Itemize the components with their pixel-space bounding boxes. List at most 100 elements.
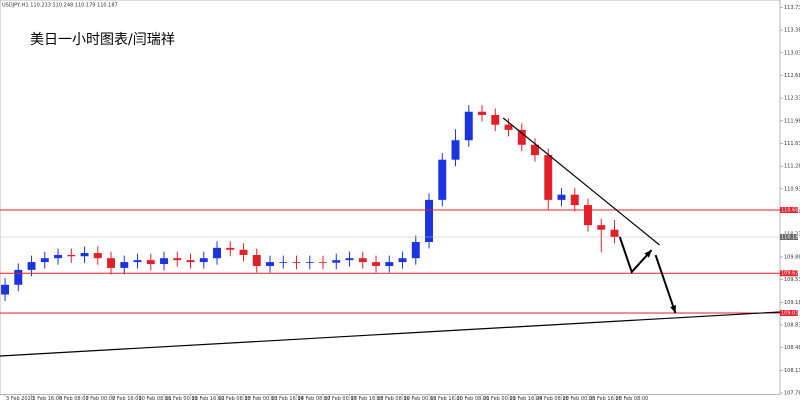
- x-tick-label: 24 Feb 08:00: [536, 396, 569, 402]
- x-tick-label: 21 Feb 16:00: [510, 396, 543, 402]
- candle-body: [504, 124, 513, 130]
- x-tick-label: 18 Feb 08:00: [377, 396, 410, 402]
- x-tick-label: 10 Feb 08:00: [139, 396, 172, 402]
- candle-body: [531, 144, 539, 156]
- y-tick-label: 109.880: [784, 254, 800, 260]
- x-tick-label: 5 Feb 16:00: [33, 396, 63, 402]
- candle-body: [478, 111, 486, 115]
- y-tick-label: 111.630: [784, 141, 800, 147]
- candle-body: [226, 247, 235, 250]
- candle-body: [120, 262, 129, 268]
- forecast-arrow: [618, 236, 653, 274]
- level-label: 109.628: [781, 271, 800, 277]
- candle-body: [438, 159, 447, 200]
- forecast-arrow: [654, 254, 677, 314]
- candle-body: [93, 253, 102, 259]
- level-label-box: [780, 310, 798, 317]
- x-tick-label: 14 Feb 08:00: [298, 396, 331, 402]
- candle-body: [292, 262, 301, 263]
- candle-body: [305, 262, 314, 263]
- chart-title: 美日一小时图表/闫瑞祥: [30, 32, 175, 48]
- candle-body: [239, 249, 248, 255]
- candle-body: [491, 114, 500, 125]
- y-tick-label: 113.030: [784, 50, 800, 56]
- candle-body: [133, 260, 142, 263]
- y-tick-label: 108.130: [784, 368, 800, 374]
- y-tick-label: 111.280: [784, 164, 800, 170]
- candle-body: [570, 194, 579, 206]
- candle-body: [213, 247, 222, 259]
- x-tick-label: 11 Feb 16:00: [192, 396, 225, 402]
- level-label: 109.014: [781, 311, 800, 317]
- x-tick-label: 13 Feb 16:00: [271, 396, 304, 402]
- trend-line: [502, 117, 660, 246]
- candle-body: [160, 258, 169, 265]
- y-tick-label: 113.730: [784, 5, 800, 11]
- candle-body: [610, 229, 619, 238]
- level-label-box: [780, 206, 798, 213]
- candle-body: [557, 194, 566, 200]
- candle-body: [199, 258, 208, 263]
- y-tick-label: 111.980: [784, 118, 800, 124]
- trend-line: [0, 311, 781, 357]
- x-tick-label: 25 Feb 00:00: [563, 396, 596, 402]
- candle-body: [358, 258, 367, 263]
- x-tick-label: 11 Feb 00:00: [165, 396, 198, 402]
- candle-body: [451, 140, 460, 160]
- candle-body: [27, 262, 36, 270]
- candle-body: [385, 262, 394, 266]
- candle-body: [517, 129, 526, 145]
- candle-body: [597, 225, 606, 230]
- candle-body: [107, 258, 116, 268]
- y-tick-label: 113.380: [784, 28, 800, 34]
- current-price-label: 110.187: [781, 235, 800, 241]
- candle-body: [1, 284, 10, 295]
- x-tick-label: 21 Feb 00:00: [483, 396, 516, 402]
- x-tick-label: 17 Feb 16:00: [351, 396, 384, 402]
- x-tick-label: 6 Feb 08:00: [59, 396, 89, 402]
- plot-frame: [0, 0, 781, 395]
- x-tick-label: 20 Feb 08:00: [457, 396, 490, 402]
- y-tick-label: 112.680: [784, 73, 800, 79]
- arrow-head: [644, 250, 652, 258]
- candle-body: [345, 258, 354, 261]
- candle-body: [332, 260, 341, 263]
- chart-header: USDJPY,H1 110.233 110.248 110.179 110.18…: [2, 3, 118, 9]
- candle-body: [67, 254, 76, 257]
- x-tick-label: 25 Feb 16:00: [589, 396, 622, 402]
- y-tick-label: 108.830: [784, 322, 800, 328]
- x-tick-label: 3 Feb 2020: [6, 396, 34, 402]
- x-tick-label: 17 Feb 00:00: [324, 396, 357, 402]
- candle-body: [584, 205, 592, 226]
- y-tick-label: 110.930: [784, 186, 800, 192]
- candle-body: [173, 258, 182, 261]
- candle-body: [252, 254, 261, 266]
- candle-body: [279, 262, 288, 263]
- arrow-head: [670, 305, 677, 314]
- candle-body: [266, 262, 275, 266]
- y-tick-label: 108.480: [784, 345, 800, 351]
- candle-body: [398, 258, 407, 263]
- x-tick-label: 13 Feb 00:00: [245, 396, 278, 402]
- candle-body: [186, 260, 195, 263]
- x-tick-label: 7 Feb 16:00: [112, 396, 142, 402]
- candle-body: [54, 254, 63, 259]
- x-tick-label: 19 Feb 00:00: [404, 396, 437, 402]
- y-tick-label: 107.780: [784, 391, 800, 397]
- candle-body: [372, 262, 380, 266]
- x-tick-label: 19 Feb 16:00: [430, 396, 463, 402]
- candle-body: [464, 111, 473, 141]
- candle-body: [40, 258, 49, 263]
- candle-body: [146, 260, 155, 265]
- y-tick-label: 109.530: [784, 277, 800, 283]
- x-tick-label: 7 Feb 00:00: [86, 396, 116, 402]
- candle-body: [80, 253, 89, 257]
- y-tick-label: 109.180: [784, 300, 800, 306]
- level-label: 110.604: [781, 207, 800, 213]
- current-price-box: [780, 234, 798, 241]
- level-label-box: [780, 270, 798, 277]
- candle-body: [14, 269, 23, 285]
- candle-body: [544, 155, 553, 200]
- x-tick-label: 12 Feb 08:00: [218, 396, 251, 402]
